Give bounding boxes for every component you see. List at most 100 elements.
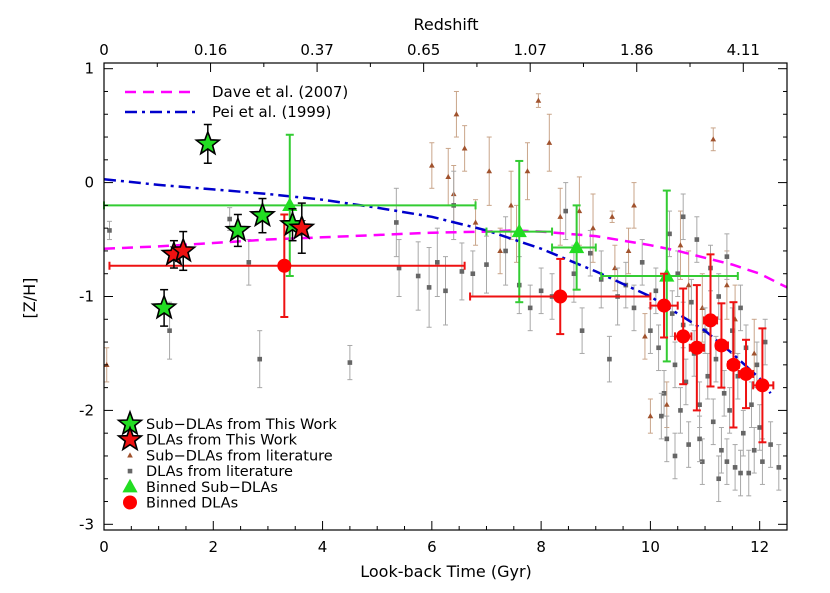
x-tick-label: 0: [99, 538, 109, 556]
dla-literature-point: [719, 447, 724, 453]
dla-literature-point: [697, 402, 702, 408]
dla-literature-point: [579, 328, 585, 333]
dla-literature-point: [680, 214, 686, 220]
dla-literature-point: [735, 373, 741, 379]
dla-literature-point: [664, 436, 670, 442]
dla-literature-point: [710, 419, 716, 425]
legend-circle-marker: [123, 495, 137, 510]
dla-literature-point: [571, 271, 577, 277]
binned-dla-point: [714, 338, 729, 353]
dla-literature-point: [672, 453, 678, 459]
binned-dla-point: [689, 340, 704, 355]
y-tick-label: -2: [79, 401, 94, 419]
subdla-this-work-star: [224, 216, 252, 242]
dla-literature-point: [415, 273, 421, 279]
top-axis-label: Redshift: [414, 15, 479, 34]
this-work-layer: [150, 123, 316, 327]
legend-small-square-marker: [127, 468, 133, 474]
dla-literature-point: [459, 269, 465, 274]
dla-literature-point: [749, 402, 754, 408]
legend-label: Sub−DLAs from literature: [146, 448, 333, 464]
dla-literature-point: [246, 260, 252, 265]
dla-literature-point: [394, 220, 399, 225]
dla-literature-point: [661, 391, 667, 396]
dla-literature-point: [762, 339, 768, 345]
subdla-literature-point: [546, 139, 553, 145]
dla-literature-point: [760, 459, 765, 464]
dla-literature-point: [675, 271, 681, 277]
legend-triangle-marker: [122, 478, 138, 493]
top-tick-label: 0.16: [194, 41, 227, 59]
subdla-literature-point: [535, 97, 542, 103]
dla-literature-point: [347, 360, 353, 365]
subdla-literature-point: [625, 247, 632, 254]
dla-literature-point: [694, 237, 700, 242]
subdla-literature-point: [557, 213, 564, 219]
top-tick-label: 0.65: [407, 41, 440, 59]
dla-literature-point: [757, 425, 762, 430]
dla-literature-point: [768, 442, 773, 447]
dla-literature-point: [503, 248, 508, 254]
subdla-literature-point: [710, 136, 717, 142]
binned-layer: [103, 133, 775, 444]
dla-literature-point: [738, 470, 743, 476]
dla-literature-point: [167, 328, 172, 333]
subdla-literature-point: [751, 350, 758, 356]
subdla-literature-point: [647, 413, 654, 419]
dla-literature-point: [686, 442, 691, 447]
dla-literature-point: [587, 250, 593, 256]
legend-layer: Dave et al. (2007) Pei et al. (1999) Sub−D…: [116, 83, 348, 512]
legend-small-triangle-marker: [127, 452, 133, 458]
x-axis-label: Look-back Time (Gyr): [360, 562, 532, 581]
dla-literature-point: [683, 379, 689, 385]
subdla-this-work-star: [248, 201, 277, 228]
y-tick-label: 0: [84, 174, 94, 192]
binned-dla-point: [703, 313, 718, 328]
subdla-literature-point: [699, 304, 706, 310]
subdla-literature-point: [663, 401, 670, 407]
dla-literature-point: [697, 436, 702, 442]
top-tick-label: 0: [99, 41, 109, 59]
dla-this-work-star: [169, 236, 197, 263]
dla-literature-point: [443, 288, 448, 294]
dla-literature-point: [426, 285, 432, 290]
dla-literature-point: [724, 254, 730, 259]
model-layer: [103, 177, 788, 395]
dla-literature-point: [227, 216, 232, 222]
dla-literature-point: [656, 345, 661, 351]
legend-label: Sub−DLAs from This Work: [146, 417, 337, 433]
dla-literature-point: [659, 413, 664, 419]
dla-literature-point: [716, 294, 721, 299]
dla-literature-point: [751, 447, 757, 453]
subdla-literature-point: [724, 282, 730, 288]
subdla-literature-point: [445, 173, 452, 180]
binned-dla-point: [277, 258, 292, 273]
subdla-literature-point: [685, 282, 692, 288]
subdla-literature-point: [677, 242, 684, 248]
binned-subdla-point: [511, 223, 527, 238]
dla-literature-point: [776, 465, 782, 470]
binned-dla-point: [553, 289, 568, 304]
subdla-literature-point: [576, 208, 583, 214]
dla-literature-point: [732, 465, 738, 470]
dla-literature-point: [672, 362, 678, 368]
dla-literature-point: [724, 459, 730, 464]
dla-literature-point: [689, 299, 694, 305]
dla-literature-point: [648, 328, 653, 333]
dla-literature-point: [527, 305, 533, 311]
dla-literature-point: [639, 260, 645, 265]
subdla-literature-point: [508, 202, 514, 208]
top-tick-label: 1.86: [620, 41, 653, 59]
dla-literature-point: [678, 408, 683, 413]
subdla-literature-point: [472, 219, 479, 225]
dla-literature-point: [607, 356, 612, 362]
legend-label: DLAs from This Work: [146, 433, 298, 449]
dla-literature-point: [705, 373, 711, 379]
x-tick-label: 6: [427, 538, 437, 556]
dla-literature-point: [107, 228, 112, 233]
binned-dla-point: [657, 298, 672, 313]
legend-label: DLAs from literature: [146, 464, 293, 480]
dla-literature-point: [746, 470, 752, 476]
subdla-literature-point: [428, 162, 435, 168]
